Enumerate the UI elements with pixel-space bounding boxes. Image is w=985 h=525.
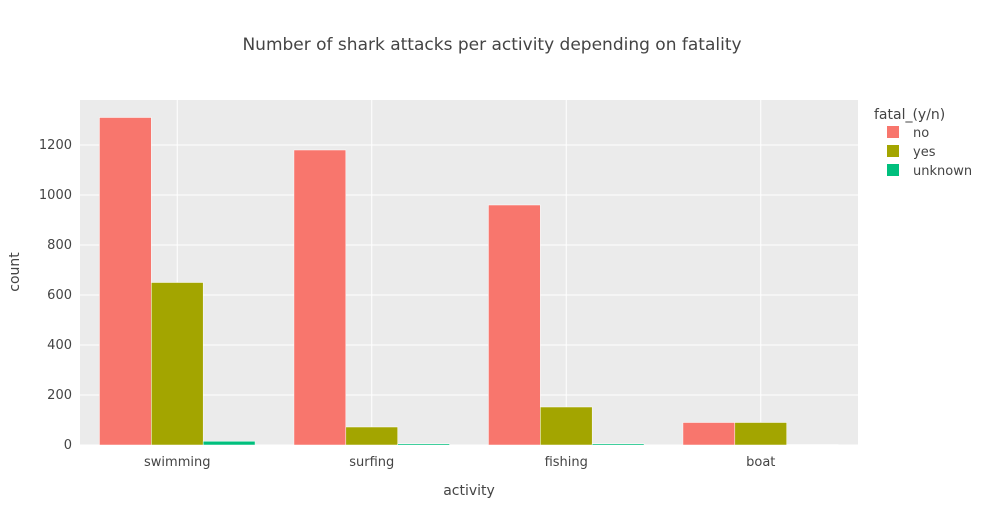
bar-yes-boat[interactable] (734, 422, 787, 446)
legend: fatal_(y/n) no yes unknown (874, 107, 972, 179)
x-tick-label: boat (746, 455, 775, 470)
bar-no-swimming[interactable] (99, 117, 152, 446)
y-axis-ticks: 0 200 400 600 800 1000 1200 (39, 138, 72, 453)
legend-label-yes[interactable]: yes (913, 145, 936, 160)
bar-unknown-surfing[interactable] (397, 443, 450, 446)
x-tick-label: surfing (349, 455, 394, 470)
y-tick-label: 600 (47, 288, 72, 303)
x-tick-label: fishing (545, 455, 588, 470)
bar-unknown-swimming[interactable] (202, 441, 256, 446)
x-axis-title: activity (443, 483, 495, 499)
chart-title: Number of shark attacks per activity dep… (242, 35, 741, 55)
y-axis-title: count (7, 252, 23, 292)
bar-yes-fishing[interactable] (540, 406, 593, 446)
legend-title: fatal_(y/n) (874, 107, 945, 123)
bar-no-fishing[interactable] (488, 204, 541, 446)
bar-unknown-fishing[interactable] (591, 443, 645, 446)
bars (99, 117, 839, 446)
y-tick-label: 400 (47, 338, 72, 353)
bar-no-boat[interactable] (682, 422, 736, 446)
bar-yes-surfing[interactable] (345, 426, 398, 446)
legend-label-no[interactable]: no (913, 126, 929, 141)
bar-yes-swimming[interactable] (151, 282, 204, 446)
x-axis-ticks: swimming surfing fishing boat (144, 455, 775, 470)
plot-area (80, 100, 858, 445)
y-tick-label: 1000 (39, 188, 72, 203)
legend-swatch-yes[interactable] (887, 145, 899, 157)
bar-no-surfing[interactable] (293, 149, 347, 446)
y-tick-label: 800 (47, 238, 72, 253)
legend-label-unknown[interactable]: unknown (913, 164, 972, 179)
y-tick-label: 200 (47, 388, 72, 403)
bar-unknown-boat[interactable] (786, 444, 839, 446)
legend-swatch-unknown[interactable] (887, 164, 899, 176)
gridlines (80, 100, 858, 446)
y-tick-label: 1200 (39, 138, 72, 153)
y-tick-label: 0 (64, 438, 72, 453)
x-tick-label: swimming (144, 455, 210, 470)
legend-swatch-no[interactable] (887, 126, 899, 138)
